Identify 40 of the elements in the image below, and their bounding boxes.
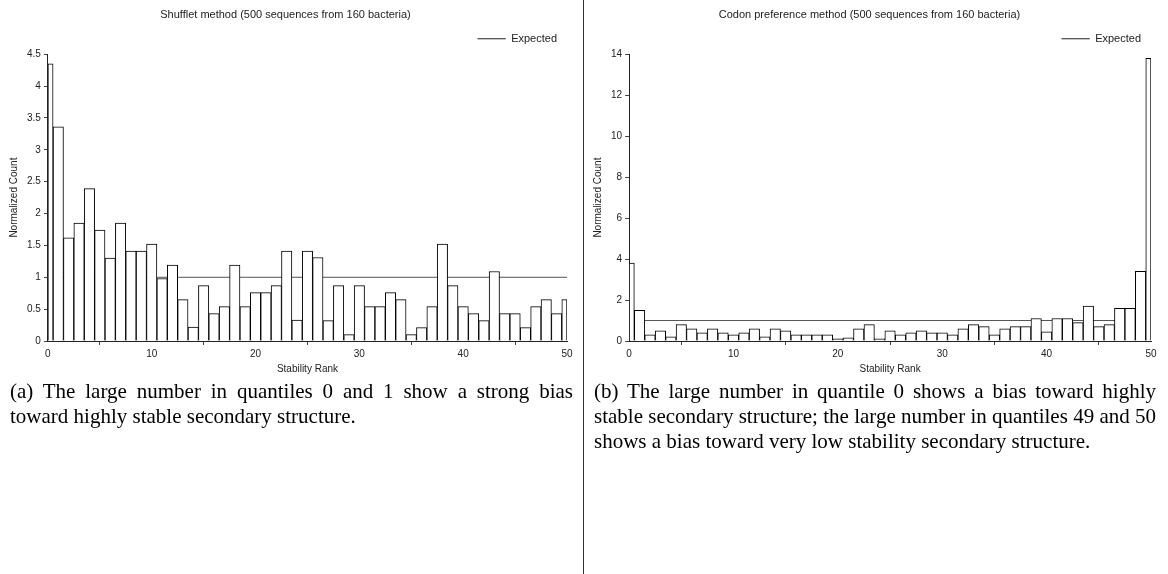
x-tick-label: 30: [353, 347, 366, 359]
y-tick-label: 4: [616, 252, 623, 264]
legend-label: Expected: [1095, 31, 1142, 44]
x-tick-label: 40: [1041, 347, 1053, 359]
y-tick-label: 2: [616, 293, 623, 305]
x-tick-label: 20: [832, 347, 844, 359]
x-tick-label: 40: [457, 347, 470, 359]
x-axis-title: Stability Rank: [859, 362, 922, 374]
y-tick-label: 3.5: [27, 111, 42, 123]
legend-label: Expected: [511, 31, 558, 44]
y-tick-label: 0: [616, 334, 623, 346]
y-tick-label: 2: [35, 207, 42, 219]
text: (a) The large number in quantiles 0 and 1 show a strong bias toward highly stable secondary structure.: [9, 378, 574, 429]
y-tick-label: 6: [616, 211, 623, 223]
y-tick-label: 1.5: [27, 239, 42, 251]
y-tick-label: 4: [35, 79, 42, 91]
y-axis-title: Normalized Count: [591, 157, 603, 238]
chart-title: Shufflet method (500 sequences from 160 bacteria): [160, 7, 411, 20]
y-tick-label: 8: [616, 170, 623, 182]
x-tick-label: 10: [727, 347, 740, 359]
x-tick-label: 0: [626, 347, 633, 359]
y-tick-label: 14: [611, 47, 623, 59]
x-tick-label: 50: [1145, 347, 1157, 359]
x-axis-title: Stability Rank: [276, 362, 340, 374]
y-tick-label: 0.5: [27, 302, 42, 314]
x-tick-label: 10: [146, 347, 158, 359]
y-tick-label: 12: [611, 88, 623, 100]
y-tick-label: 0: [35, 334, 42, 346]
chart-title: Codon preference method (500 sequences from 160 bacteria): [718, 7, 1021, 20]
y-tick-label: 3: [35, 143, 42, 155]
y-tick-label: 2.5: [27, 175, 42, 187]
y-tick-label: 4.5: [27, 47, 42, 59]
text: (b) The large number in quantile 0 shows a bias toward highly stable secondary structure; the large number in quantiles 49 and 50 shows a bias toward very low stability secondary structure.: [593, 378, 1157, 454]
y-axis-title: Normalized Count: [7, 157, 19, 238]
y-tick-label: 1: [35, 271, 42, 283]
x-tick-label: 20: [249, 347, 262, 359]
x-tick-label: 30: [936, 347, 949, 359]
x-tick-label: 50: [561, 347, 573, 359]
x-tick-label: 0: [45, 347, 52, 359]
y-tick-label: 10: [611, 129, 623, 141]
